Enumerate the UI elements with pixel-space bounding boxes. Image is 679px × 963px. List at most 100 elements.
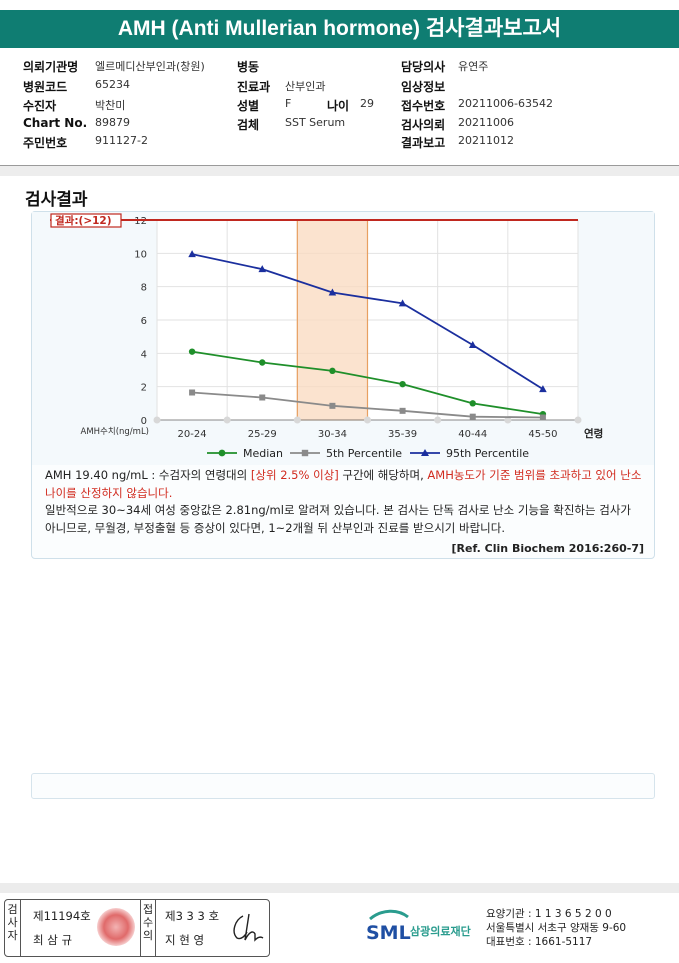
resident-no-label: 주민번호 [23,136,68,150]
series-line-triangle [191,253,544,390]
reference: [Ref. Clin Biochem 2016:260-7] [451,542,644,555]
section-title: 검사결과 [25,190,88,210]
point-triangle [258,265,267,273]
legend-label: 5th Percentile [326,447,402,460]
y-tick-label: 0 [141,416,147,427]
axis-dot [293,416,301,424]
patient-value: 박찬미 [95,99,126,112]
org-info: 요양기관 : 1 1 3 6 5 2 0 0 서울특별시 서초구 양재동 9-6… [486,907,626,949]
y-tick-label: 2 [141,383,147,394]
result-text-2: 구간에 해당하며, [338,468,428,482]
result-label: 결과:(>12) [55,214,112,227]
x-tick-label: 35-39 [388,429,417,440]
seal-stamp [97,908,135,946]
point-circle [399,380,406,388]
chart-no-value: 89879 [95,116,130,129]
doctor-label: 담당의사 [401,60,446,74]
point-triangle [539,385,547,393]
y-tick-label: 4 [141,349,147,360]
reviewer-name: 지 현 영 [165,933,205,947]
age-value: 29 [360,97,374,110]
point-triangle [188,250,196,258]
y-tick-label: 8 [141,283,147,294]
specimen-label: 검체 [237,118,260,132]
axis-dot [434,416,442,424]
request-date-label: 검사의뢰 [401,118,446,132]
series-line-circle [191,350,544,416]
patient-label: 수진자 [23,99,57,113]
hospital-code-value: 65234 [95,78,130,91]
legend-marker [218,449,226,457]
result-description: AMH 19.40 ng/mL : 수검자의 연령대의 [상위 2.5% 이상]… [45,467,645,537]
y-tick-label: 12 [134,216,147,227]
patient-info-block: 의뢰기관명 엘르메디산부인과(창원) 병원코드 65234 수진자 박찬미 Ch… [0,50,679,167]
point-circle [469,400,476,407]
point-square [189,389,196,396]
signature-mark [233,913,264,942]
report-title: AMH (Anti Mullerian hormone) 검사결과보고서 [0,10,679,48]
clinical-info-label: 임상정보 [401,80,446,94]
x-tick-label: 25-29 [248,429,277,440]
axis-dot [153,416,161,424]
x-tick-label: 40-44 [458,429,487,440]
point-triangle [468,341,477,348]
chart-area: 0 2 4 6 8 10 12 결과:(>12) 20-24 25-29 30-34 35-39 40-… [32,212,654,465]
point-circle [329,367,336,375]
specimen-value: SST Serum [285,116,346,129]
point-square [539,414,546,421]
dept-value: 산부인과 [285,80,326,93]
footer-divider [0,883,679,893]
legend-marker [421,449,429,456]
report-date-label: 결과보고 [401,136,446,150]
y-axis-label: AMH수치(ng/mL) [81,427,149,437]
x-tick-label: 30-34 [318,429,347,440]
resident-no-value: 911127-2 [95,134,148,147]
series-line-square [192,391,543,419]
result-warning: AMH농도가 기준 범위를 초과하고 있어 난소나이를 산정하지 않습니다. [45,468,642,500]
tester-label: 검사자 [5,900,21,956]
ward-label: 병동 [237,60,260,74]
tester-license: 제11194호 [33,909,91,923]
point-square [469,413,476,420]
request-date-value: 20211006 [458,116,514,129]
tester-name: 최 삼 규 [33,933,73,947]
signature-box: 검사자 제11194호 최 삼 규 접수의 제3 3 3 호 지 현 영 [4,899,270,957]
institution-value: 엘르메디산부인과(창원) [95,60,205,73]
point-triangle [398,299,407,307]
point-circle [259,359,266,366]
org-logo: SML 삼광의료재단 [364,907,484,951]
highlight-band [296,219,369,421]
sex-value: F [285,97,292,110]
legend-label: 95th Percentile [446,447,529,460]
x-unit-label: 연령 [584,427,603,440]
result-percentile: [상위 2.5% 이상] [250,468,339,482]
legend-marker [301,449,309,457]
reception-no-label: 접수번호 [401,99,446,113]
empty-comment-box [31,773,655,799]
care-institution-no: 요양기관 : 1 1 3 6 5 2 0 0 [486,908,612,920]
point-triangle [328,288,337,296]
reviewer-label: 접수의 [140,900,156,956]
point-square [399,407,406,414]
x-tick-label: 20-24 [178,429,207,440]
y-tick-label: 6 [141,316,147,327]
sex-label: 성별 [237,99,260,113]
result-label-box [50,213,122,228]
point-square [259,394,266,401]
axis-dot [574,416,582,424]
reviewer-license: 제3 3 3 호 [165,909,220,923]
org-address: 서울특별시 서초구 양재동 9-60 [486,922,627,934]
amh-chart: 0 2 4 6 8 10 12 결과:(>12) 20-24 25-29 30-34 35-39 40-… [50,213,603,460]
result-text-1: AMH 19.40 ng/mL : 수검자의 연령대의 [45,468,251,482]
point-square [329,402,336,409]
reception-no-value: 20211006-63542 [458,97,553,110]
dept-label: 진료과 [237,80,271,94]
axis-dot [504,416,512,424]
hospital-code-label: 병원코드 [23,80,68,94]
doctor-value: 유연주 [458,60,489,73]
org-phone: 대표번호 : 1661-5117 [486,936,593,948]
x-tick-label: 45-50 [528,429,557,440]
divider-band [0,166,679,176]
axis-dot [223,416,231,424]
org-name: 삼광의료재단 [410,924,471,938]
